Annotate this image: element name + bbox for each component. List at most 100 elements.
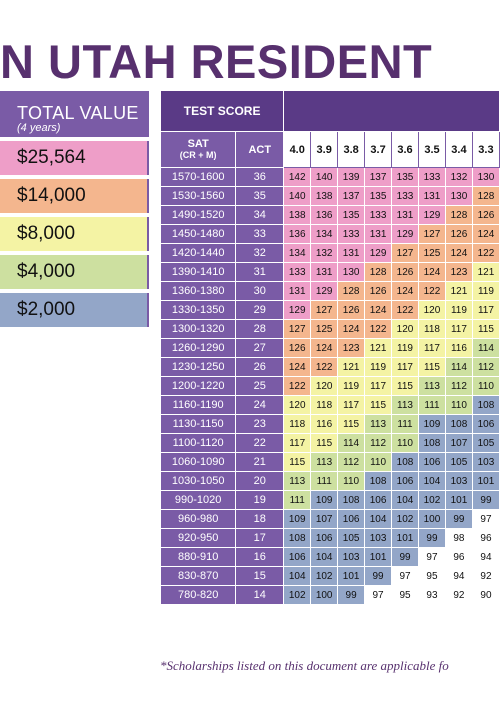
index-cell: 124: [337, 319, 366, 339]
index-cell: 105: [472, 433, 500, 453]
act-score: 20: [235, 471, 285, 491]
act-score: 29: [235, 300, 285, 320]
index-cell: 101: [337, 566, 366, 586]
index-cell: 129: [364, 243, 393, 263]
act-score: 27: [235, 338, 285, 358]
table-row: 1330-1350 29 129 127 126 124 122 120 119 117: [161, 300, 500, 320]
table-row: 1390-1410 31 133 131 130 128 126 124 123 121: [161, 262, 500, 282]
index-cell: 93: [418, 585, 446, 605]
index-cell: 115: [337, 414, 366, 434]
act-score: 25: [235, 376, 285, 396]
index-cell: 127: [310, 300, 339, 320]
index-cell: 103: [364, 528, 393, 548]
index-cell: 108: [391, 452, 419, 472]
index-cell: 101: [445, 490, 473, 510]
index-cell: 102: [283, 585, 312, 605]
table-row: 780-820 14 102 100 99 97 95 93 92 90: [161, 585, 500, 605]
index-cell: 126: [283, 338, 312, 358]
table-row: 1100-1120 22 117 115 114 112 110 108 107 105: [161, 433, 500, 453]
index-cell: 112: [472, 357, 500, 377]
act-score: 14: [235, 585, 285, 605]
index-cell: 127: [283, 319, 312, 339]
table-row: 1530-1560 35 140 138 137 135 133 131 130 128: [161, 186, 500, 206]
index-cell: 101: [364, 547, 393, 567]
index-cell: 111: [283, 490, 312, 510]
index-cell: 117: [445, 319, 473, 339]
index-cell: 126: [391, 262, 419, 282]
index-cell: 131: [391, 205, 419, 225]
index-cell: 119: [445, 300, 473, 320]
sat-range: 1490-1520: [161, 205, 237, 225]
test-score-header: TEST SCORE: [161, 91, 285, 132]
gpa-header: 3.5: [418, 131, 446, 168]
index-cell: 126: [364, 281, 393, 301]
table-row: 1450-1480 33 136 134 133 131 129 127 126 124: [161, 224, 500, 244]
index-cell: 110: [472, 376, 500, 396]
total-value-header: TOTAL VALUE (4 years): [0, 91, 149, 137]
index-cell: 96: [445, 547, 473, 567]
index-cell: 117: [337, 395, 366, 415]
index-cell: 135: [391, 167, 419, 187]
index-cell: 106: [418, 452, 446, 472]
gpa-header: 3.6: [391, 131, 419, 168]
act-score: 19: [235, 490, 285, 510]
index-cell: 115: [418, 357, 446, 377]
act-score: 36: [235, 167, 285, 187]
index-cell: 135: [364, 186, 393, 206]
index-cell: 113: [391, 395, 419, 415]
act-score: 18: [235, 509, 285, 529]
table-row: 1300-1320 28 127 125 124 122 120 118 117 115: [161, 319, 500, 339]
index-cell: 95: [418, 566, 446, 586]
index-cell: 110: [337, 471, 366, 491]
index-cell: 92: [445, 585, 473, 605]
sat-range: 1570-1600: [161, 167, 237, 187]
index-cell: 129: [283, 300, 312, 320]
index-cell: 108: [418, 433, 446, 453]
index-cell: 114: [445, 357, 473, 377]
index-cell: 115: [364, 395, 393, 415]
table-row: 920-950 17 108 106 105 103 101 99 98 96: [161, 528, 500, 548]
index-cell: 99: [337, 585, 366, 605]
index-cell: 117: [391, 357, 419, 377]
act-score: 28: [235, 319, 285, 339]
index-cell: 122: [364, 319, 393, 339]
table-row: 1490-1520 34 138 136 135 133 131 129 128 126: [161, 205, 500, 225]
index-cell: 122: [391, 300, 419, 320]
index-cell: 108: [337, 490, 366, 510]
index-cell: 121: [337, 357, 366, 377]
index-cell: 119: [337, 376, 366, 396]
index-cell: 120: [391, 319, 419, 339]
index-cell: 118: [283, 414, 312, 434]
scholarship-grid: TEST SCORE SAT (CR + M) ACT 4.0 3.9 3.8 …: [161, 91, 500, 605]
index-cell: 122: [310, 357, 339, 377]
index-cell: 138: [310, 186, 339, 206]
index-cell: 119: [472, 281, 500, 301]
tier-2: $14,000: [0, 179, 149, 213]
index-cell: 105: [445, 452, 473, 472]
index-cell: 102: [391, 509, 419, 529]
table-row: 960-980 18 109 107 106 104 102 100 99 97: [161, 509, 500, 529]
index-cell: 127: [418, 224, 446, 244]
act-header: ACT: [235, 131, 285, 168]
act-score: 21: [235, 452, 285, 472]
index-cell: 99: [391, 547, 419, 567]
index-cell: 115: [472, 319, 500, 339]
sat-range: 1160-1190: [161, 395, 237, 415]
index-cell: 113: [418, 376, 446, 396]
table-row: 1260-1290 27 126 124 123 121 119 117 116 114: [161, 338, 500, 358]
index-cell: 128: [472, 186, 500, 206]
index-cell: 96: [472, 528, 500, 548]
sat-range: 1330-1350: [161, 300, 237, 320]
table-row: 1570-1600 36 142 140 139 137 135 133 132 130: [161, 167, 500, 187]
index-cell: 106: [472, 414, 500, 434]
index-cell: 130: [337, 262, 366, 282]
index-cell: 109: [283, 509, 312, 529]
sat-range: 1130-1150: [161, 414, 237, 434]
act-score: 15: [235, 566, 285, 586]
index-cell: 132: [310, 243, 339, 263]
index-cell: 106: [337, 509, 366, 529]
index-cell: 124: [283, 357, 312, 377]
index-cell: 131: [283, 281, 312, 301]
index-cell: 113: [283, 471, 312, 491]
index-cell: 108: [283, 528, 312, 548]
